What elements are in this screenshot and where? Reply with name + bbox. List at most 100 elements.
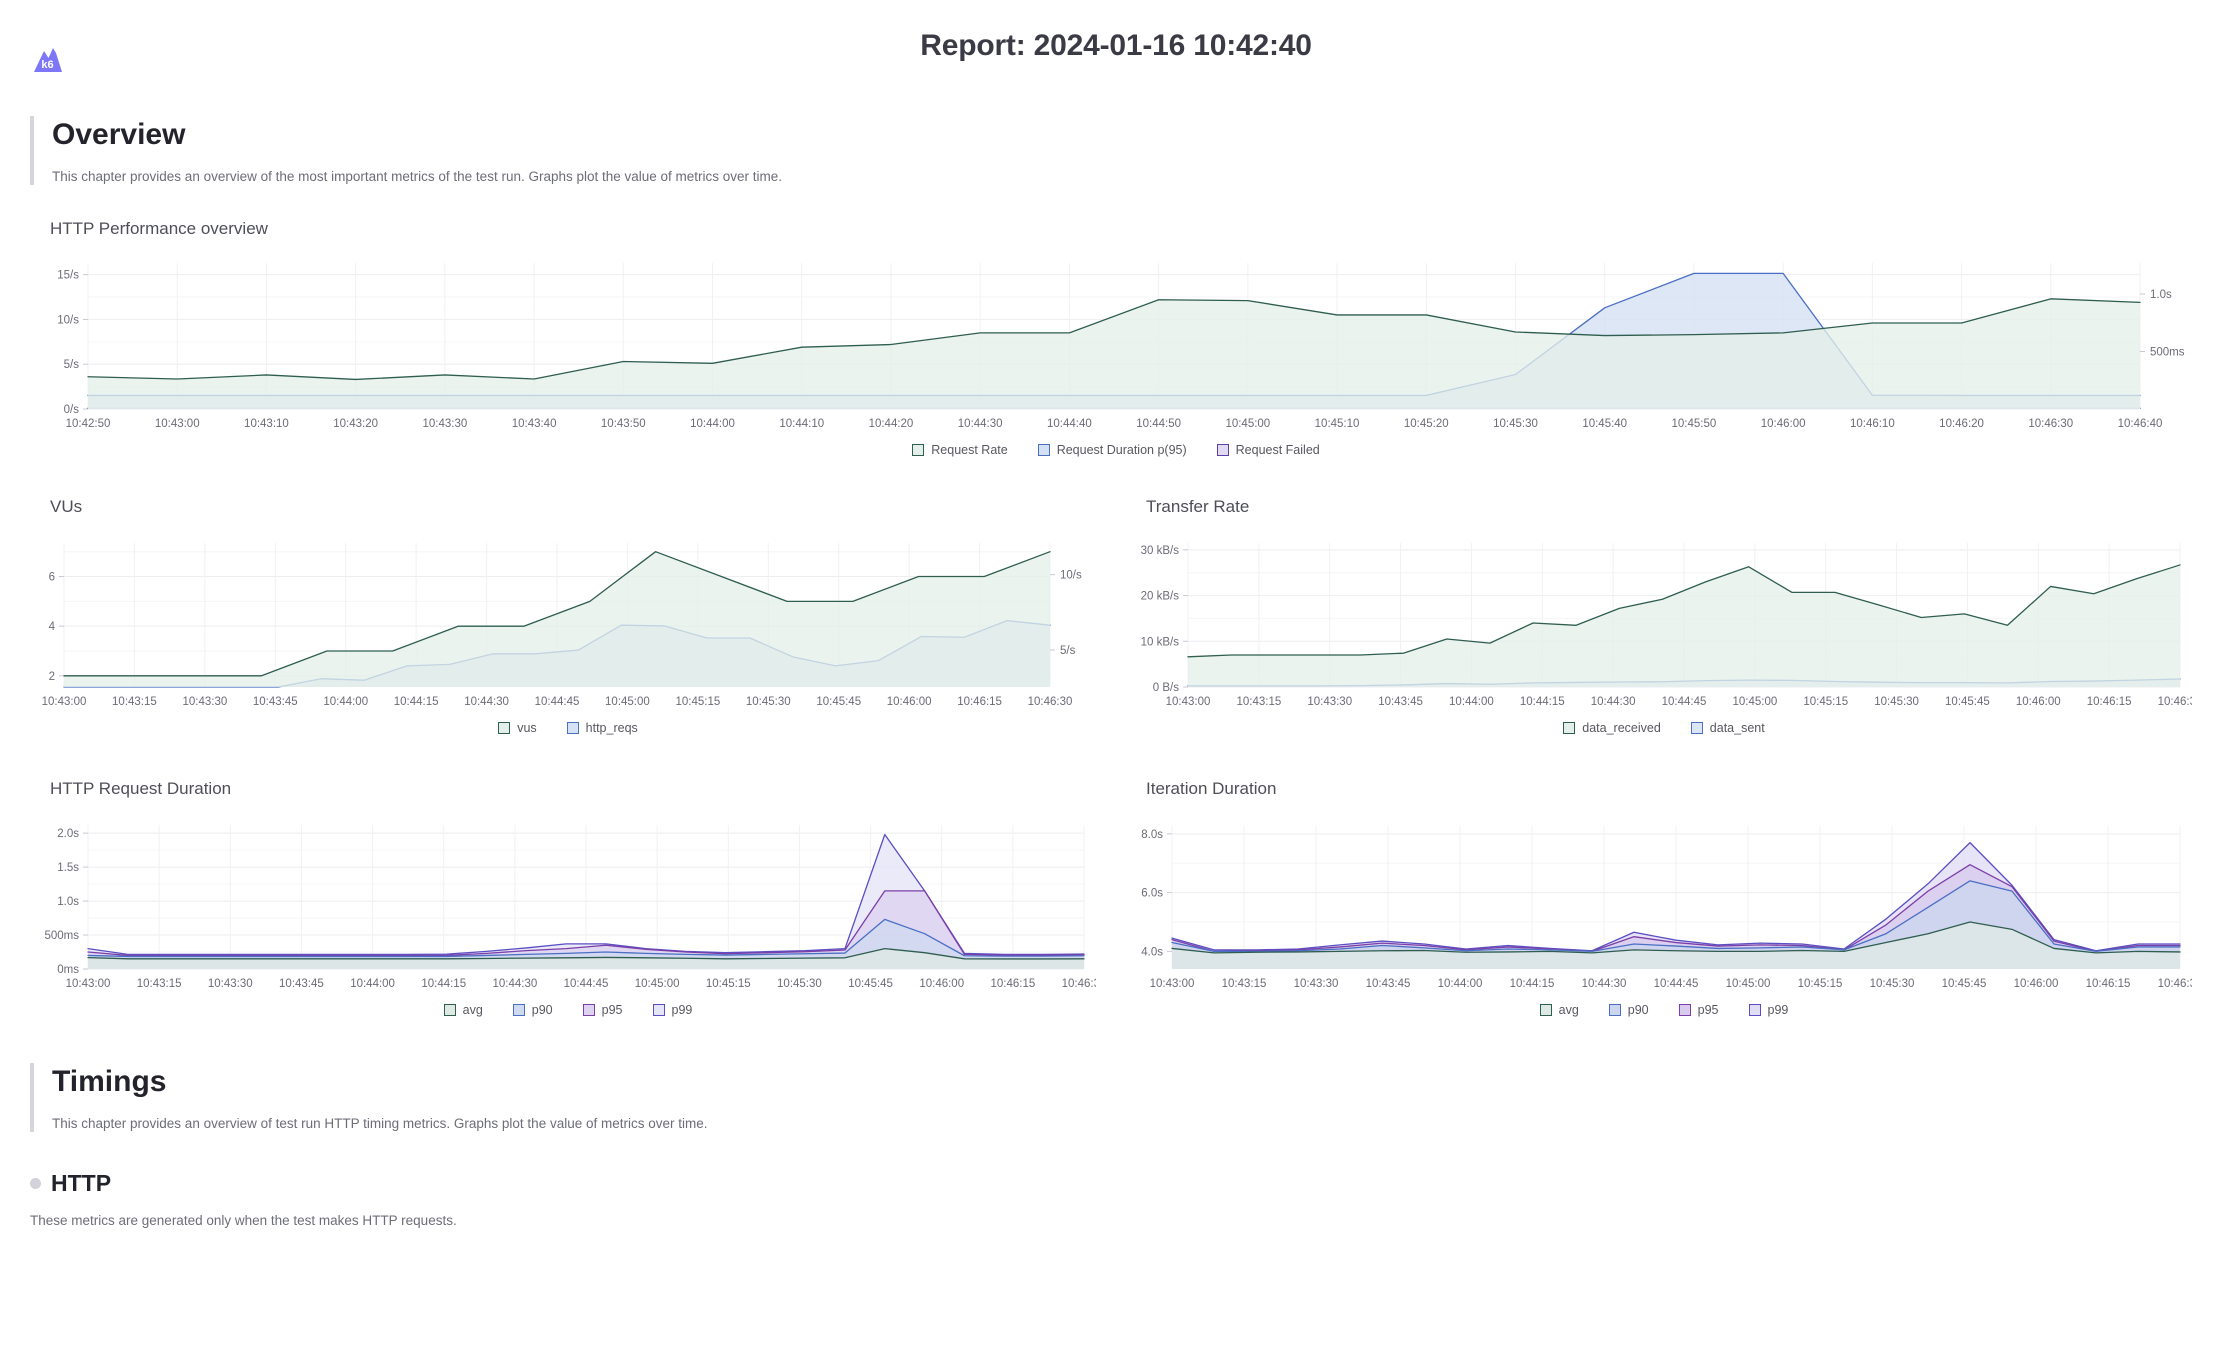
legend-label: http_reqs (585, 721, 638, 736)
svg-text:10:45:30: 10:45:30 (1874, 696, 1919, 708)
svg-text:10:42:50: 10:42:50 (66, 418, 111, 430)
legend-item[interactable]: p99 (1748, 1003, 1789, 1018)
svg-text:10:44:15: 10:44:15 (1520, 696, 1565, 708)
svg-text:10:45:40: 10:45:40 (1582, 418, 1627, 430)
svg-text:10:43:15: 10:43:15 (137, 978, 182, 990)
chart-title-http-request-duration: HTTP Request Duration (50, 779, 232, 799)
svg-text:10:44:30: 10:44:30 (958, 418, 1003, 430)
chapter-overview: Overview This chapter provides an overvi… (30, 116, 2232, 186)
svg-text:10:45:15: 10:45:15 (1803, 696, 1848, 708)
legend-label: p99 (671, 1003, 693, 1018)
legend-item[interactable]: Request Duration p(95) (1037, 443, 1187, 458)
svg-text:4.0s: 4.0s (1141, 946, 1163, 958)
svg-text:20 kB/s: 20 kB/s (1141, 591, 1180, 603)
legend-swatch-icon (566, 722, 579, 735)
svg-text:5/s: 5/s (64, 359, 80, 371)
legend-item[interactable]: avg (443, 1003, 483, 1017)
svg-text:10 kB/s: 10 kB/s (1141, 636, 1180, 648)
k6-logo-text: k6 (41, 59, 53, 71)
svg-text:10:43:20: 10:43:20 (333, 418, 378, 430)
legend-item[interactable]: p99 (652, 1003, 693, 1018)
svg-text:0ms: 0ms (57, 964, 79, 976)
svg-text:1.0s: 1.0s (57, 896, 79, 908)
legend-http-request-duration: avg p90 p95 p99 (30, 1003, 1106, 1017)
svg-text:10:44:30: 10:44:30 (1591, 696, 1636, 708)
legend-swatch-icon (498, 722, 511, 735)
svg-text:15/s: 15/s (57, 270, 79, 282)
chart-title-transfer-rate: Transfer Rate (1146, 497, 1250, 517)
svg-text:10:46:30: 10:46:30 (2158, 978, 2192, 990)
svg-text:10:45:30: 10:45:30 (746, 696, 791, 708)
svg-text:10:46:30: 10:46:30 (1062, 978, 1096, 990)
svg-text:10:43:10: 10:43:10 (244, 418, 289, 430)
chapter-timings-heading: Timings (52, 1065, 167, 1099)
chapter-timings-description: This chapter provides an overview of tes… (52, 1115, 708, 1131)
legend-swatch-icon (1690, 722, 1703, 735)
legend-item[interactable]: avg (1539, 1003, 1579, 1017)
legend-label: Request Rate (931, 443, 1008, 458)
svg-text:500ms: 500ms (2150, 347, 2185, 359)
svg-text:10:46:40: 10:46:40 (2118, 418, 2163, 430)
svg-text:0 B/s: 0 B/s (1153, 682, 1179, 694)
legend-item[interactable]: data_sent (1690, 721, 1765, 736)
svg-text:10:45:20: 10:45:20 (1404, 418, 1449, 430)
legend-item[interactable]: data_received (1563, 721, 1661, 735)
svg-text:10:46:30: 10:46:30 (2028, 418, 2073, 430)
svg-text:10:46:00: 10:46:00 (2016, 696, 2061, 708)
legend-item[interactable]: p95 (582, 1003, 623, 1018)
page-title: Report: 2024-01-16 10:42:40 (920, 29, 1312, 62)
svg-text:10:43:00: 10:43:00 (66, 978, 111, 990)
svg-text:10:45:00: 10:45:00 (1726, 978, 1771, 990)
svg-text:10:44:30: 10:44:30 (492, 978, 537, 990)
legend-item[interactable]: p95 (1678, 1003, 1719, 1017)
svg-text:1.0s: 1.0s (2150, 289, 2172, 301)
svg-text:10:44:15: 10:44:15 (1510, 978, 1555, 990)
svg-text:10:46:00: 10:46:00 (2014, 978, 2059, 990)
legend-item[interactable]: http_reqs (566, 721, 638, 736)
legend-vus: vus http_reqs (30, 721, 1106, 735)
svg-text:10:43:30: 10:43:30 (1307, 696, 1352, 708)
legend-swatch-icon (512, 1004, 525, 1017)
chart-title-http-performance-overview: HTTP Performance overview (50, 219, 268, 239)
legend-item[interactable]: Request Rate (912, 443, 1008, 458)
legend-item[interactable]: vus (498, 721, 537, 735)
legend-swatch-icon (1608, 1004, 1621, 1017)
svg-text:10:44:45: 10:44:45 (564, 978, 609, 990)
svg-text:10:46:10: 10:46:10 (1850, 418, 1895, 430)
svg-text:10:44:30: 10:44:30 (464, 696, 509, 708)
legend-item[interactable]: p90 (1608, 1003, 1649, 1017)
subsection-http: HTTP These metrics are generated only wh… (30, 1170, 2232, 1228)
chapter-timings: Timings This chapter provides an overvie… (30, 1063, 2232, 1133)
svg-text:6.0s: 6.0s (1141, 888, 1163, 900)
svg-text:10:45:30: 10:45:30 (1493, 418, 1538, 430)
svg-text:10:46:00: 10:46:00 (1761, 418, 1806, 430)
legend-swatch-icon (912, 444, 925, 457)
svg-text:5/s: 5/s (1060, 645, 1076, 657)
legend-swatch-icon (1678, 1004, 1691, 1017)
svg-text:10:46:20: 10:46:20 (1939, 418, 1984, 430)
legend-item[interactable]: p90 (512, 1003, 553, 1017)
chart-http-request-duration: HTTP Request Duration 0ms 500ms 1.0s 1.5s 2.… (30, 779, 1106, 1017)
chart-iteration-duration: Iteration Duration 4.0s 6.0s 8.0s 10:43:00 1… (1126, 779, 2202, 1017)
legend-swatch-icon (1216, 444, 1229, 457)
subsection-http-heading-text: HTTP (51, 1170, 112, 1197)
svg-text:10:43:45: 10:43:45 (1378, 696, 1423, 708)
subsection-http-heading: HTTP (30, 1170, 2232, 1197)
svg-text:10:44:10: 10:44:10 (779, 418, 824, 430)
legend-label: p99 (1767, 1003, 1789, 1018)
svg-text:500ms: 500ms (44, 930, 79, 942)
legend-label: Request Duration p(95) (1056, 443, 1187, 458)
legend-label: p95 (601, 1003, 623, 1018)
svg-text:10:46:00: 10:46:00 (887, 696, 932, 708)
svg-text:2.0s: 2.0s (57, 828, 79, 840)
plot-transfer-rate: 0 B/s 10 kB/s 20 kB/s 30 kB/s 10:43:00 10:43:… (1126, 531, 2202, 711)
report-header: k6 Report: 2024-01-16 10:42:40 (0, 0, 2232, 92)
legend-item[interactable]: Request Failed (1216, 443, 1320, 457)
svg-text:10:44:00: 10:44:00 (1438, 978, 1483, 990)
svg-text:10:44:15: 10:44:15 (394, 696, 439, 708)
svg-text:10:43:15: 10:43:15 (1222, 978, 1267, 990)
legend-label: data_sent (1709, 721, 1765, 736)
svg-text:10:45:30: 10:45:30 (777, 978, 822, 990)
svg-text:10:45:00: 10:45:00 (635, 978, 680, 990)
svg-text:10:45:00: 10:45:00 (605, 696, 650, 708)
